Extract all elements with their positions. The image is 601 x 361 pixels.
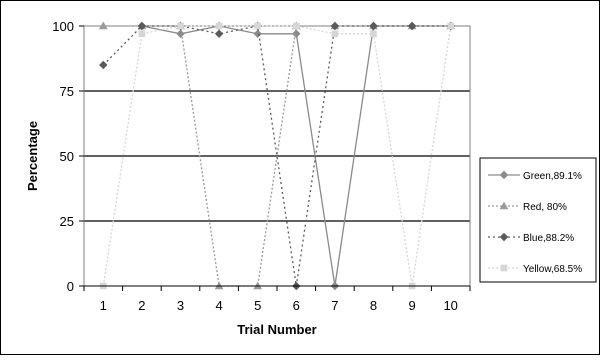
data-point (99, 60, 108, 70)
gridlines (84, 90, 470, 222)
data-point (176, 29, 185, 39)
x-axis-ticks: 1 2 3 4 5 6 7 8 9 10 (83, 285, 471, 313)
data-point (137, 21, 147, 31)
legend-item: Yellow,68.5% (488, 264, 582, 275)
legend-item: Green,89.1% (488, 170, 582, 182)
data-point (370, 30, 377, 38)
x-tick-label: 8 (370, 298, 377, 313)
x-tick-label: 7 (331, 298, 338, 313)
legend-label: Yellow,68.5% (523, 264, 582, 275)
y-axis-title: Percentage (25, 121, 40, 191)
data-point (447, 22, 454, 30)
legend-item: Red, 80% (488, 201, 567, 213)
x-tick-label: 4 (215, 298, 222, 313)
data-point (293, 22, 300, 30)
legend-label: Red, 80% (523, 202, 567, 213)
data-point (330, 21, 340, 31)
x-tick-label: 6 (293, 298, 300, 313)
y-tick-label: 75 (60, 84, 74, 99)
legend-label: Green,89.1% (523, 171, 582, 182)
x-tick-label: 2 (138, 298, 145, 313)
y-tick-label: 0 (67, 279, 74, 294)
data-point (98, 21, 108, 30)
x-tick-label: 3 (177, 298, 184, 313)
data-point (177, 22, 184, 30)
y-tick-label: 25 (60, 214, 74, 229)
x-tick-label: 10 (443, 298, 457, 313)
y-tick-label: 50 (60, 149, 74, 164)
legend-marker (499, 201, 509, 210)
data-point (215, 22, 223, 30)
series-layer (98, 21, 456, 291)
data-point (254, 22, 261, 30)
x-axis-title: Trial Number (237, 322, 316, 337)
data-point (138, 30, 146, 38)
legend-marker (499, 170, 509, 180)
legend-label: Blue,88.2% (523, 233, 574, 244)
data-point (407, 21, 417, 31)
y-tick-label: 100 (52, 19, 74, 34)
data-point (292, 29, 301, 39)
legend-box (479, 157, 597, 283)
y-axis-ticks: 0 25 50 75 100 (52, 19, 84, 294)
x-tick-label: 5 (254, 298, 261, 313)
data-point (331, 30, 339, 38)
x-tick-label: 9 (408, 298, 415, 313)
data-point (369, 21, 378, 31)
data-point (214, 29, 224, 39)
legend: Green,89.1% Red, 80% Blue,88.2% Yellow,68.5… (479, 157, 597, 283)
legend-item: Blue,88.2% (488, 232, 574, 244)
x-tick-label: 1 (100, 298, 107, 313)
series-line (102, 25, 451, 287)
legend-marker (500, 264, 508, 272)
legend-marker (499, 232, 509, 242)
